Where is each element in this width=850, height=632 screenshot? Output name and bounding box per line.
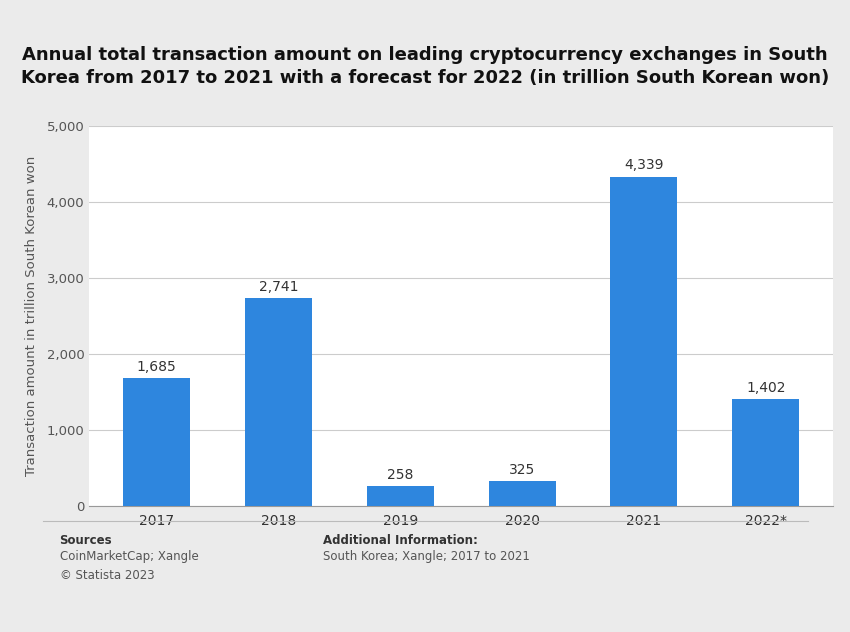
Bar bbox=[245, 298, 312, 506]
Text: 4,339: 4,339 bbox=[624, 159, 664, 173]
Bar bbox=[366, 486, 434, 506]
Bar bbox=[489, 481, 556, 506]
Text: 325: 325 bbox=[509, 463, 536, 477]
Text: 1,402: 1,402 bbox=[746, 381, 785, 395]
Text: 2,741: 2,741 bbox=[258, 279, 298, 293]
Y-axis label: Transaction amount in trillion South Korean won: Transaction amount in trillion South Kor… bbox=[26, 156, 38, 476]
Bar bbox=[123, 378, 190, 506]
Bar bbox=[610, 176, 677, 506]
Text: Annual total transaction amount on leading cryptocurrency exchanges in South
Kor: Annual total transaction amount on leadi… bbox=[21, 46, 829, 87]
Text: 258: 258 bbox=[387, 468, 413, 482]
Text: South Korea; Xangle; 2017 to 2021: South Korea; Xangle; 2017 to 2021 bbox=[323, 550, 530, 563]
Text: Sources: Sources bbox=[60, 534, 112, 547]
Text: CoinMarketCap; Xangle
© Statista 2023: CoinMarketCap; Xangle © Statista 2023 bbox=[60, 550, 198, 582]
Bar bbox=[732, 399, 799, 506]
Text: Additional Information:: Additional Information: bbox=[323, 534, 478, 547]
Text: 1,685: 1,685 bbox=[137, 360, 177, 374]
